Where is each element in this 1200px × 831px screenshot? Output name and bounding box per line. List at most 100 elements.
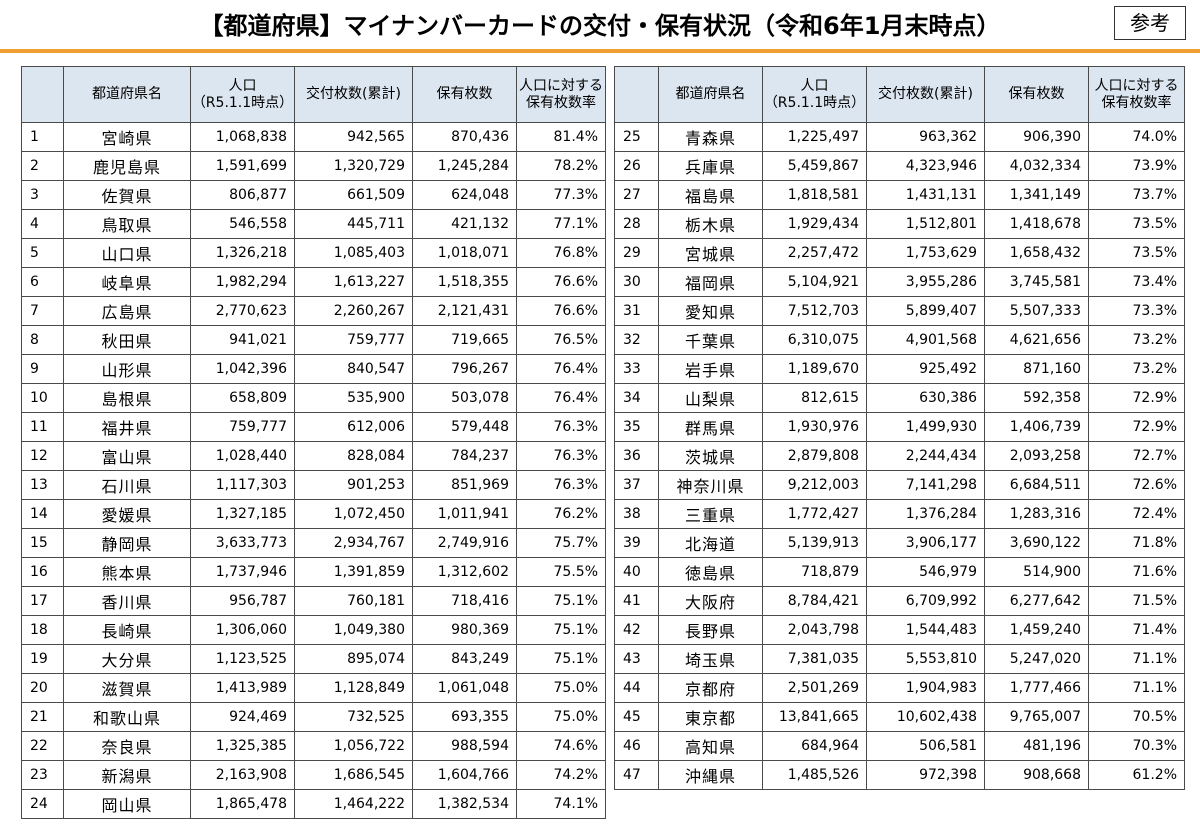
cell-prefecture: 千葉県 — [658, 325, 763, 355]
cell-rate: 75.1% — [516, 615, 606, 645]
cell-no: 1 — [21, 122, 64, 152]
cell-rate: 71.6% — [1088, 557, 1185, 587]
cell-issued: 1,072,450 — [294, 499, 413, 529]
table-row: 5 山口県 1,326,218 1,085,403 1,018,071 76.8% — [21, 238, 606, 268]
cell-population: 7,381,035 — [762, 644, 867, 674]
cell-no: 25 — [614, 122, 659, 152]
cell-prefecture: 群馬県 — [658, 412, 763, 442]
cell-issued: 828,084 — [294, 441, 413, 471]
cell-held: 980,369 — [412, 615, 517, 645]
table-row: 39 北海道 5,139,913 3,906,177 3,690,122 71.8% — [614, 528, 1185, 558]
cell-prefecture: 福岡県 — [658, 267, 763, 297]
cell-rate: 71.1% — [1088, 673, 1185, 703]
cell-population: 1,123,525 — [190, 644, 295, 674]
cell-prefecture: 茨城県 — [658, 441, 763, 471]
cell-no: 34 — [614, 383, 659, 413]
cell-held: 851,969 — [412, 470, 517, 500]
header-held: 保有枚数 — [412, 66, 517, 123]
cell-prefecture: 石川県 — [63, 470, 191, 500]
table-row: 9 山形県 1,042,396 840,547 796,267 76.4% — [21, 354, 606, 384]
cell-prefecture: 新潟県 — [63, 760, 191, 790]
cell-prefecture: 福井県 — [63, 412, 191, 442]
cell-rate: 72.9% — [1088, 383, 1185, 413]
cell-no: 24 — [21, 789, 64, 819]
cell-no: 14 — [21, 499, 64, 529]
cell-held: 1,018,071 — [412, 238, 517, 268]
cell-rate: 76.6% — [516, 296, 606, 326]
header-population-line2: （R5.1.1時点） — [763, 94, 866, 111]
cell-rate: 71.1% — [1088, 644, 1185, 674]
table-row: 8 秋田県 941,021 759,777 719,665 76.5% — [21, 325, 606, 355]
cell-issued: 4,901,568 — [866, 325, 985, 355]
cell-prefecture: 埼玉県 — [658, 644, 763, 674]
cell-held: 1,459,240 — [984, 615, 1089, 645]
cell-issued: 2,934,767 — [294, 528, 413, 558]
cell-held: 2,121,431 — [412, 296, 517, 326]
cell-held: 481,196 — [984, 731, 1089, 761]
table-row: 4 鳥取県 546,558 445,711 421,132 77.1% — [21, 209, 606, 239]
header-population: 人口 （R5.1.1時点） — [190, 66, 295, 123]
table-row: 24 岡山県 1,865,478 1,464,222 1,382,534 74.1% — [21, 789, 606, 819]
cell-no: 30 — [614, 267, 659, 297]
cell-issued: 630,386 — [866, 383, 985, 413]
cell-rate: 72.7% — [1088, 441, 1185, 471]
cell-prefecture: 愛媛県 — [63, 499, 191, 529]
cell-issued: 1,499,930 — [866, 412, 985, 442]
cell-prefecture: 静岡県 — [63, 528, 191, 558]
cell-prefecture: 兵庫県 — [658, 151, 763, 181]
cell-population: 1,325,385 — [190, 731, 295, 761]
cell-rate: 76.4% — [516, 383, 606, 413]
cell-issued: 901,253 — [294, 470, 413, 500]
table-row: 29 宮城県 2,257,472 1,753,629 1,658,432 73.5% — [614, 238, 1185, 268]
table-row: 17 香川県 956,787 760,181 718,416 75.1% — [21, 586, 606, 616]
cell-population: 3,633,773 — [190, 528, 295, 558]
cell-issued: 759,777 — [294, 325, 413, 355]
cell-no: 33 — [614, 354, 659, 384]
cell-issued: 1,904,983 — [866, 673, 985, 703]
prefecture-table-right: 都道府県名 人口 （R5.1.1時点） 交付枚数(累計) 保有枚数 人口に対する保… — [614, 66, 1185, 790]
cell-no: 37 — [614, 470, 659, 500]
cell-rate: 73.2% — [1088, 354, 1185, 384]
cell-held: 1,011,941 — [412, 499, 517, 529]
cell-no: 8 — [21, 325, 64, 355]
table-row: 10 島根県 658,809 535,900 503,078 76.4% — [21, 383, 606, 413]
cell-population: 2,879,808 — [762, 441, 867, 471]
cell-population: 1,068,838 — [190, 122, 295, 152]
cell-issued: 972,398 — [866, 760, 985, 790]
cell-held: 5,507,333 — [984, 296, 1089, 326]
cell-population: 1,485,526 — [762, 760, 867, 790]
header-no — [614, 66, 659, 123]
cell-population: 5,104,921 — [762, 267, 867, 297]
table-row: 32 千葉県 6,310,075 4,901,568 4,621,656 73.2% — [614, 325, 1185, 355]
table-row: 41 大阪府 8,784,421 6,709,992 6,277,642 71.5% — [614, 586, 1185, 616]
cell-no: 16 — [21, 557, 64, 587]
cell-rate: 76.4% — [516, 354, 606, 384]
cell-prefecture: 広島県 — [63, 296, 191, 326]
table-row: 1 宮崎県 1,068,838 942,565 870,436 81.4% — [21, 122, 606, 152]
cell-held: 2,093,258 — [984, 441, 1089, 471]
cell-population: 1,591,699 — [190, 151, 295, 181]
cell-issued: 3,906,177 — [866, 528, 985, 558]
cell-rate: 72.6% — [1088, 470, 1185, 500]
cell-issued: 546,979 — [866, 557, 985, 587]
prefecture-table-left: 都道府県名 人口 （R5.1.1時点） 交付枚数(累計) 保有枚数 人口に対する保… — [21, 66, 606, 819]
cell-held: 1,406,739 — [984, 412, 1089, 442]
cell-held: 624,048 — [412, 180, 517, 210]
cell-population: 5,459,867 — [762, 151, 867, 181]
table-row: 3 佐賀県 806,877 661,509 624,048 77.3% — [21, 180, 606, 210]
cell-held: 1,341,149 — [984, 180, 1089, 210]
cell-prefecture: 山口県 — [63, 238, 191, 268]
cell-prefecture: 神奈川県 — [658, 470, 763, 500]
table-row: 13 石川県 1,117,303 901,253 851,969 76.3% — [21, 470, 606, 500]
cell-population: 684,964 — [762, 731, 867, 761]
cell-population: 1,306,060 — [190, 615, 295, 645]
cell-held: 1,518,355 — [412, 267, 517, 297]
cell-no: 46 — [614, 731, 659, 761]
cell-rate: 75.5% — [516, 557, 606, 587]
cell-rate: 72.9% — [1088, 412, 1185, 442]
cell-no: 31 — [614, 296, 659, 326]
table-row: 2 鹿児島県 1,591,699 1,320,729 1,245,284 78.2% — [21, 151, 606, 181]
cell-held: 1,283,316 — [984, 499, 1089, 529]
cell-population: 718,879 — [762, 557, 867, 587]
cell-issued: 4,323,946 — [866, 151, 985, 181]
